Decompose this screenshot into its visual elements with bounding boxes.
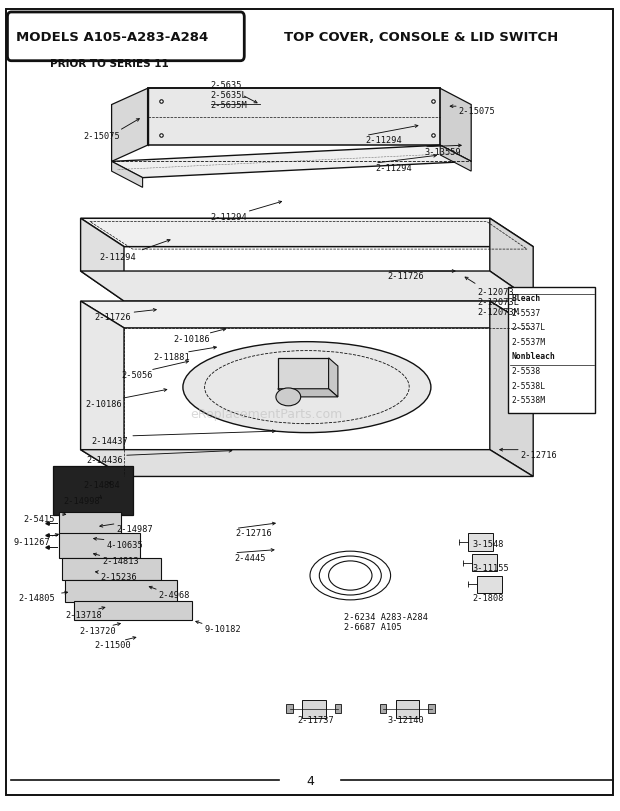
Polygon shape (81, 272, 533, 302)
Text: 2-12073
2-12073L
2-12073M: 2-12073 2-12073L 2-12073M (477, 288, 520, 317)
Polygon shape (148, 89, 440, 146)
Text: 2-14998: 2-14998 (63, 496, 100, 505)
Text: 2-12716: 2-12716 (521, 450, 557, 459)
Text: 2-11726: 2-11726 (387, 272, 423, 281)
Text: eReplacementParts.com: eReplacementParts.com (190, 407, 343, 420)
Text: 2-14436: 2-14436 (87, 456, 123, 465)
Text: 2-14884: 2-14884 (84, 480, 120, 489)
Bar (62, 558, 161, 581)
Text: MODELS A105-A283-A284: MODELS A105-A283-A284 (16, 31, 208, 44)
Text: 2-14805: 2-14805 (19, 594, 55, 603)
Text: 3-12140: 3-12140 (388, 715, 424, 724)
Text: 2-11881: 2-11881 (154, 353, 190, 362)
Text: 2-5537M: 2-5537M (512, 337, 546, 346)
Text: Nonbleach: Nonbleach (512, 352, 556, 361)
Text: 9-10182: 9-10182 (205, 624, 241, 633)
Text: 2-1808: 2-1808 (472, 594, 504, 603)
Text: 2-13720: 2-13720 (79, 626, 116, 635)
FancyBboxPatch shape (7, 13, 244, 62)
Bar (396, 700, 419, 718)
Bar (472, 554, 497, 572)
Polygon shape (278, 389, 338, 397)
Text: TOP COVER, CONSOLE & LID SWITCH: TOP COVER, CONSOLE & LID SWITCH (285, 31, 559, 44)
Polygon shape (278, 358, 329, 389)
Text: 3-11155: 3-11155 (472, 564, 509, 573)
Text: 2-11294: 2-11294 (211, 212, 247, 221)
Bar (74, 601, 192, 620)
Text: PRIOR TO SERIES 11: PRIOR TO SERIES 11 (50, 59, 169, 69)
Text: 2-11500: 2-11500 (94, 641, 131, 650)
Text: 2-10186: 2-10186 (86, 399, 122, 408)
Polygon shape (81, 302, 124, 477)
Text: 2-14813: 2-14813 (102, 556, 139, 565)
Text: 2-5056: 2-5056 (122, 371, 153, 380)
Polygon shape (112, 146, 471, 178)
Polygon shape (81, 302, 533, 328)
Polygon shape (81, 219, 533, 247)
Bar (53, 466, 133, 515)
Text: 4-10635: 4-10635 (107, 540, 143, 549)
Text: 3-13559: 3-13559 (424, 148, 461, 157)
Text: 2-15075: 2-15075 (459, 107, 495, 116)
Bar (468, 534, 493, 551)
Text: 2-5415: 2-5415 (24, 514, 55, 523)
Bar (59, 534, 140, 558)
Bar (508, 288, 595, 414)
Text: 2-5538: 2-5538 (512, 367, 541, 375)
Polygon shape (490, 219, 533, 302)
Bar (59, 513, 121, 535)
Polygon shape (112, 89, 148, 162)
Text: 2-5537: 2-5537 (512, 308, 541, 317)
Text: 2-15236: 2-15236 (100, 573, 137, 581)
Text: 2-5537L: 2-5537L (512, 323, 546, 332)
Text: 2-4445: 2-4445 (234, 553, 266, 562)
Text: 2-11294: 2-11294 (375, 164, 412, 173)
Polygon shape (81, 219, 124, 302)
Text: Bleach: Bleach (512, 294, 541, 303)
Text: 2-13718: 2-13718 (65, 610, 102, 619)
Text: 3-1548: 3-1548 (472, 539, 504, 548)
Text: 2-15075: 2-15075 (84, 131, 120, 140)
Bar (380, 704, 386, 714)
Text: 2-6234 A283-A284
2-6687 A105: 2-6234 A283-A284 2-6687 A105 (344, 612, 428, 631)
Text: 2-14437: 2-14437 (92, 436, 128, 445)
Polygon shape (81, 450, 533, 477)
Text: 2-5538M: 2-5538M (512, 396, 546, 405)
Bar (302, 700, 326, 718)
Ellipse shape (183, 342, 431, 433)
Bar (286, 704, 293, 714)
Text: 4: 4 (306, 774, 314, 787)
Text: 2-12716: 2-12716 (236, 529, 272, 538)
Text: 2-5635
2-5635L
2-5635M: 2-5635 2-5635L 2-5635M (211, 81, 247, 110)
Text: 2-14987: 2-14987 (117, 524, 153, 533)
Text: 9-11267: 9-11267 (14, 537, 50, 546)
Text: 2-11726: 2-11726 (94, 313, 131, 322)
Text: 2-10186: 2-10186 (174, 334, 210, 343)
Bar (335, 704, 341, 714)
Text: 2-5538L: 2-5538L (512, 381, 546, 390)
Bar (428, 704, 435, 714)
Polygon shape (440, 89, 471, 162)
Polygon shape (490, 302, 533, 477)
Polygon shape (112, 162, 143, 188)
Polygon shape (329, 358, 338, 397)
Bar (65, 581, 177, 602)
Text: 2-11294: 2-11294 (366, 136, 402, 145)
Text: 2-4968: 2-4968 (159, 590, 190, 599)
Polygon shape (440, 146, 471, 172)
Text: 2-11294: 2-11294 (99, 253, 136, 262)
Bar (477, 576, 502, 594)
Text: 2-11737: 2-11737 (298, 715, 334, 724)
Ellipse shape (276, 388, 301, 406)
